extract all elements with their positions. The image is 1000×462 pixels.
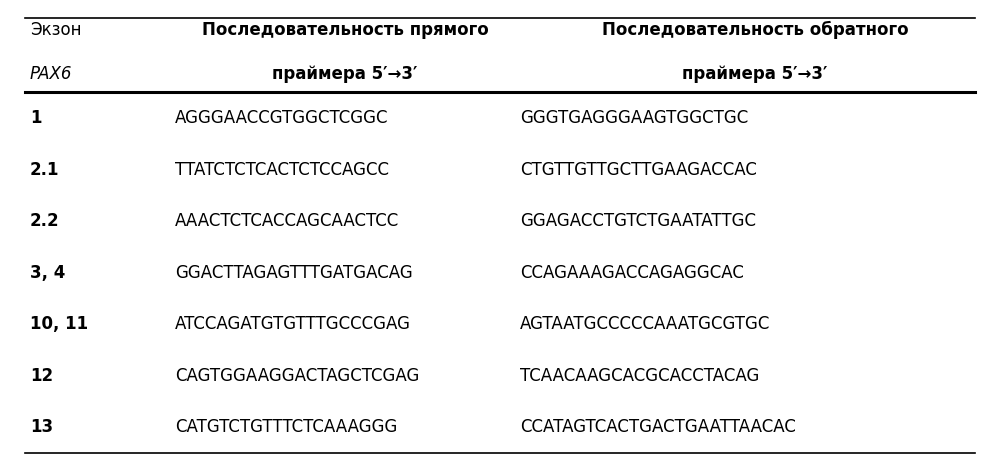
Text: TCAACAAGCACGCACCTACAG: TCAACAAGCACGCACCTACAG xyxy=(520,366,759,384)
Text: Последовательность прямого: Последовательность прямого xyxy=(202,21,488,39)
Text: CCATAGTCACTGACTGAATTAACAC: CCATAGTCACTGACTGAATTAACAC xyxy=(520,418,796,436)
Text: праймера 5′→3′: праймера 5′→3′ xyxy=(272,65,418,83)
Text: 2.2: 2.2 xyxy=(30,212,60,230)
Text: 3, 4: 3, 4 xyxy=(30,264,65,281)
Text: ATCCAGATGTGTTTGCCCGAG: ATCCAGATGTGTTTGCCCGAG xyxy=(175,315,411,333)
Text: Экзон: Экзон xyxy=(30,21,82,39)
Text: 13: 13 xyxy=(30,418,53,436)
Text: 10, 11: 10, 11 xyxy=(30,315,88,333)
Text: AAACTCTCACCAGCAACTCC: AAACTCTCACCAGCAACTCC xyxy=(175,212,399,230)
Text: GGAGACCTGTCTGAATATTGC: GGAGACCTGTCTGAATATTGC xyxy=(520,212,756,230)
Text: PAX6: PAX6 xyxy=(30,65,72,83)
Text: AGGGAACCGTGGCTCGGC: AGGGAACCGTGGCTCGGC xyxy=(175,109,388,127)
Text: GGGTGAGGGAAGTGGCTGC: GGGTGAGGGAAGTGGCTGC xyxy=(520,109,748,127)
Text: 2.1: 2.1 xyxy=(30,161,60,179)
Text: Последовательность обратного: Последовательность обратного xyxy=(602,21,908,39)
Text: TTATCTCTCACTCTCCAGCC: TTATCTCTCACTCTCCAGCC xyxy=(175,161,389,179)
Text: CCAGAAAGACCAGAGGCAC: CCAGAAAGACCAGAGGCAC xyxy=(520,264,744,281)
Text: AGTAATGCCCCCAAATGCGTGC: AGTAATGCCCCCAAATGCGTGC xyxy=(520,315,770,333)
Text: праймера 5′→3′: праймера 5′→3′ xyxy=(682,65,828,83)
Text: CAGTGGAAGGACTAGCTCGAG: CAGTGGAAGGACTAGCTCGAG xyxy=(175,366,419,384)
Text: 12: 12 xyxy=(30,366,53,384)
Text: CATGTCTGTTTCTCAAAGGG: CATGTCTGTTTCTCAAAGGG xyxy=(175,418,397,436)
Text: GGACTTAGAGTTTGATGACAG: GGACTTAGAGTTTGATGACAG xyxy=(175,264,413,281)
Text: 1: 1 xyxy=(30,109,42,127)
Text: CTGTTGTTGCTTGAAGACCAC: CTGTTGTTGCTTGAAGACCAC xyxy=(520,161,757,179)
